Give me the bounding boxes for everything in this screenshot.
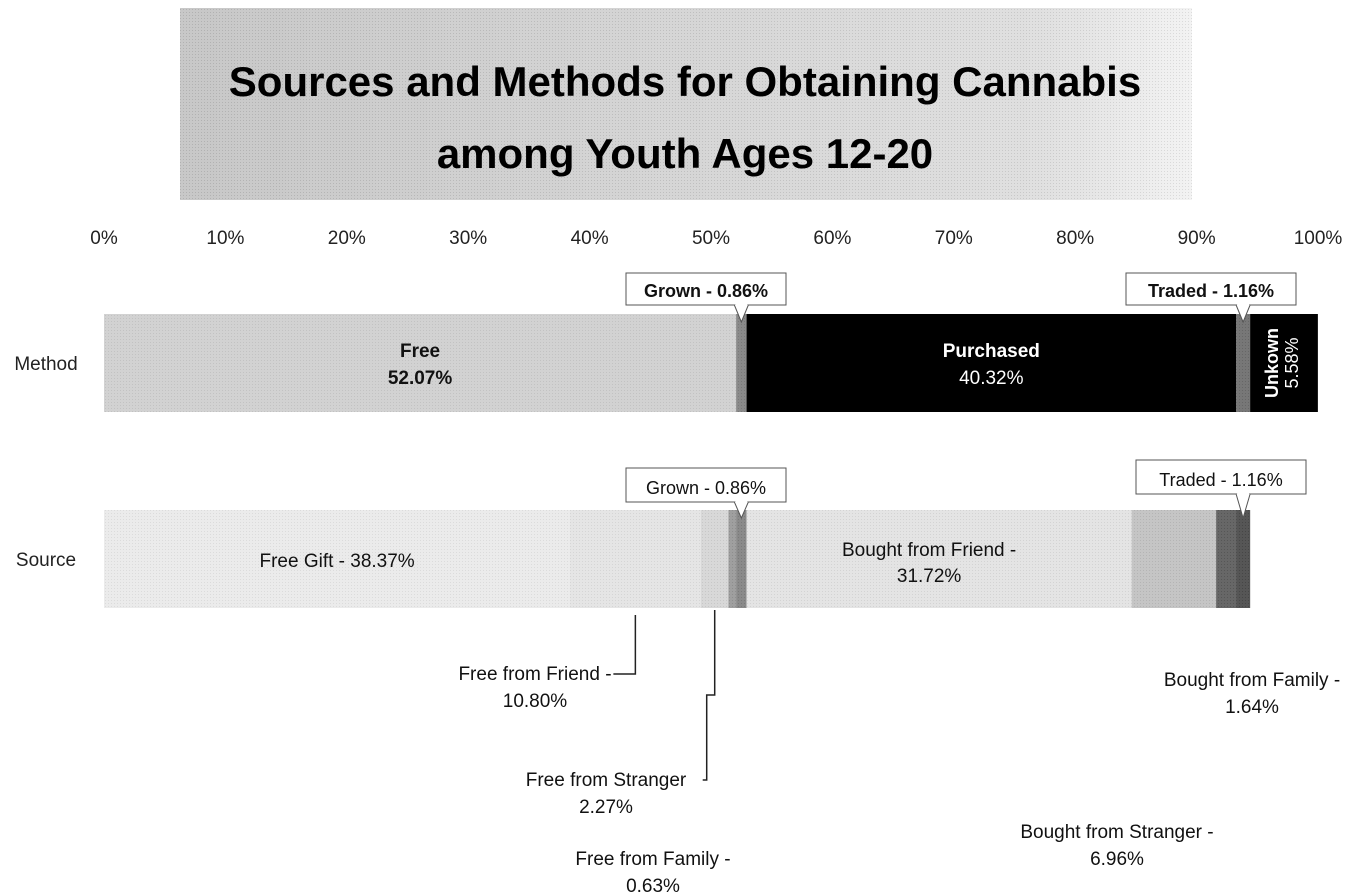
x-tick-label: 20% — [328, 228, 366, 249]
source-segment-traded — [1236, 510, 1251, 608]
source-segment-free-from-friend — [569, 510, 701, 608]
chart-title: Sources and Methods for Obtaining Cannab… — [180, 8, 1192, 200]
x-axis-ticks: 0% 10% 20% 30% 40% 50% 60% 70% 80% 90% 100% — [90, 228, 1342, 249]
x-tick-label: 10% — [206, 228, 244, 249]
label-bought-from-stranger-line2: 6.96% — [1090, 849, 1144, 870]
x-tick-label: 70% — [935, 228, 973, 249]
callout-method-traded-text: Traded - 1.16% — [1148, 281, 1274, 301]
label-bought-from-family-line1: Bought from Family - — [1164, 670, 1340, 691]
x-tick-label: 40% — [571, 228, 609, 249]
leader-free-from-stranger — [702, 610, 716, 781]
label-bought-from-family-line2: 1.64% — [1225, 697, 1279, 718]
callout-method-grown-text: Grown - 0.86% — [644, 281, 768, 301]
callout-source-traded-text: Traded - 1.16% — [1159, 470, 1282, 490]
x-tick-label: 30% — [449, 228, 487, 249]
title-line-2: among Youth Ages 12-20 — [437, 130, 933, 177]
method-segment-unkown — [1250, 314, 1318, 412]
callout-source-grown: Grown - 0.86% — [625, 467, 787, 520]
category-labels: Method Source — [14, 354, 77, 571]
label-free-from-friend-line1: Free from Friend - — [458, 664, 611, 685]
source-bar: Free Gift - 38.37% Bought from Friend - 31… — [104, 510, 1251, 608]
segment-value-purchased: 40.32% — [959, 368, 1024, 389]
x-tick-label: 0% — [90, 228, 118, 249]
label-free-from-stranger-line1: Free from Stranger — [526, 770, 687, 791]
method-bar: Free 52.07% Purchased 40.32% Unkown 5.58% — [104, 314, 1318, 412]
method-segment-traded — [1236, 314, 1251, 412]
source-segment-bought-from-stranger — [1131, 510, 1217, 608]
category-label-source: Source — [16, 550, 76, 571]
segment-label-bought-from-friend: Bought from Friend - — [842, 540, 1016, 561]
x-tick-label: 50% — [692, 228, 730, 249]
callout-method-traded: Traded - 1.16% — [1125, 272, 1297, 324]
segment-value-free: 52.07% — [388, 368, 453, 389]
source-segment-grown — [736, 510, 747, 608]
source-segment-free-from-family — [728, 510, 737, 608]
segment-label-free-gift: Free Gift - 38.37% — [259, 551, 414, 572]
label-free-from-friend-line2: 10.80% — [503, 691, 568, 712]
source-segment-bought-from-family — [1216, 510, 1237, 608]
x-tick-label: 80% — [1056, 228, 1094, 249]
method-segment-free — [104, 314, 737, 412]
callout-source-traded: Traded - 1.16% — [1135, 459, 1307, 520]
title-line-1: Sources and Methods for Obtaining Cannab… — [229, 58, 1141, 105]
category-label-method: Method — [14, 354, 77, 375]
leader-free-from-friend — [613, 615, 637, 675]
label-free-from-family-line1: Free from Family - — [575, 849, 730, 870]
segment-value-unkown: 5.58% — [1282, 337, 1302, 388]
source-segment-free-from-stranger — [700, 510, 729, 608]
segment-value-bought-from-friend: 31.72% — [897, 566, 962, 587]
label-bought-from-stranger-line1: Bought from Stranger - — [1020, 822, 1213, 843]
label-free-from-stranger-line2: 2.27% — [579, 797, 633, 818]
segment-label-free: Free — [400, 341, 440, 362]
x-tick-label: 100% — [1294, 228, 1343, 249]
below-labels: Free from Friend - 10.80% Free from Strang… — [458, 610, 1340, 895]
callout-method-grown: Grown - 0.86% — [625, 272, 787, 324]
method-segment-purchased — [746, 314, 1237, 412]
callout-source-grown-text: Grown - 0.86% — [646, 478, 766, 498]
x-tick-label: 60% — [813, 228, 851, 249]
segment-label-purchased: Purchased — [943, 341, 1040, 362]
annotations: Grown - 0.86% Traded - 1.16% Grown - 0.86%… — [458, 272, 1340, 895]
x-tick-label: 90% — [1178, 228, 1216, 249]
method-segment-grown — [736, 314, 747, 412]
label-free-from-family-line2: 0.63% — [626, 876, 680, 895]
segment-label-unkown: Unkown — [1262, 328, 1282, 398]
